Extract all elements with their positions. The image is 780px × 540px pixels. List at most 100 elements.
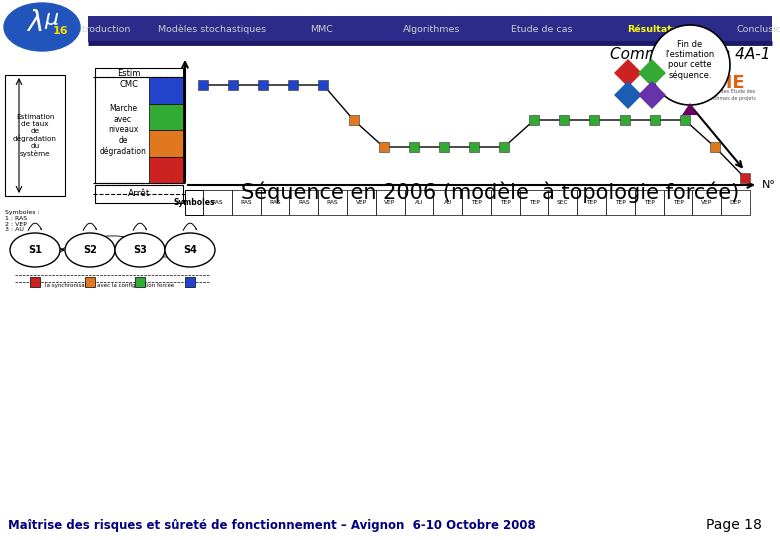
- Text: N°: N°: [762, 180, 776, 190]
- Text: Page 18: Page 18: [706, 518, 762, 532]
- Bar: [405, 190, 434, 215]
- Bar: [149, 104, 183, 130]
- FancyArrowPatch shape: [28, 223, 41, 231]
- Text: Conclusion: Conclusion: [736, 24, 780, 33]
- Bar: [519, 190, 548, 215]
- Bar: [529, 115, 539, 125]
- FancyArrowPatch shape: [83, 223, 97, 231]
- Bar: [462, 190, 491, 215]
- Ellipse shape: [115, 233, 165, 267]
- Text: TEP: TEP: [644, 200, 654, 205]
- Text: Communication 4A-1: Communication 4A-1: [609, 47, 770, 62]
- Text: Fin de
l'estimation
pour cette
séquence.: Fin de l'estimation pour cette séquence.: [665, 39, 714, 80]
- Bar: [722, 190, 750, 215]
- Text: Estimation
de taux
de
dégradation
du
système: Estimation de taux de dégradation du sys…: [13, 114, 57, 157]
- Bar: [590, 115, 600, 125]
- Polygon shape: [682, 103, 698, 115]
- Bar: [5, 75, 65, 196]
- Text: TEP: TEP: [471, 200, 482, 205]
- Bar: [149, 77, 183, 104]
- Bar: [548, 190, 577, 215]
- Text: RAS: RAS: [211, 200, 223, 205]
- Ellipse shape: [10, 233, 60, 267]
- Bar: [149, 130, 183, 157]
- Bar: [95, 68, 183, 90]
- Bar: [491, 190, 519, 215]
- Bar: [577, 190, 606, 215]
- Bar: [95, 185, 183, 203]
- Text: S3: S3: [133, 245, 147, 255]
- Text: Marche
avec
niveaux
de
dégradation: Marche avec niveaux de dégradation: [100, 104, 147, 156]
- FancyArrowPatch shape: [133, 223, 147, 231]
- Text: 16: 16: [52, 26, 68, 36]
- Bar: [693, 190, 722, 215]
- Text: RAS: RAS: [298, 200, 310, 205]
- Polygon shape: [638, 59, 666, 87]
- Text: VEP: VEP: [356, 200, 367, 205]
- Text: Estim
CMC: Estim CMC: [117, 69, 140, 89]
- Bar: [95, 77, 183, 183]
- Bar: [318, 80, 328, 90]
- Text: Institut Poitou-Charentes Etude des
Systèmes et Algorithmes de projets: Institut Poitou-Charentes Etude des Syst…: [668, 89, 756, 100]
- Bar: [347, 190, 376, 215]
- Bar: [228, 80, 238, 90]
- Polygon shape: [638, 81, 666, 109]
- Circle shape: [650, 25, 730, 105]
- Bar: [469, 142, 479, 152]
- Text: TEP: TEP: [672, 200, 683, 205]
- Bar: [289, 190, 318, 215]
- Bar: [664, 190, 693, 215]
- Text: Arrêt: Arrêt: [128, 190, 151, 199]
- Bar: [376, 190, 405, 215]
- FancyArrowPatch shape: [183, 223, 197, 231]
- Bar: [149, 157, 183, 183]
- Text: AU: AU: [415, 200, 423, 205]
- Bar: [680, 115, 690, 125]
- Polygon shape: [614, 81, 642, 109]
- Text: INSTITUT: INSTITUT: [668, 66, 715, 76]
- Text: S4: S4: [183, 245, 197, 255]
- Text: SEC: SEC: [557, 200, 569, 205]
- Bar: [606, 190, 635, 215]
- Text: RAS: RAS: [240, 200, 252, 205]
- Bar: [258, 80, 268, 90]
- Text: Séquence en 2006 (modèle  à topologie forcée): Séquence en 2006 (modèle à topologie for…: [241, 181, 739, 202]
- Bar: [710, 142, 720, 152]
- Bar: [439, 142, 448, 152]
- Text: Etude de cas: Etude de cas: [511, 24, 573, 33]
- Text: $\lambda$: $\lambda$: [26, 9, 42, 37]
- Bar: [378, 142, 388, 152]
- Text: la synchronisation avec la configuration forcée: la synchronisation avec la configuration…: [45, 282, 175, 288]
- Text: S1: S1: [28, 245, 42, 255]
- Bar: [650, 115, 660, 125]
- Bar: [635, 190, 664, 215]
- Text: TEP: TEP: [529, 200, 540, 205]
- Text: MMC: MMC: [310, 24, 333, 33]
- Bar: [198, 80, 208, 90]
- Text: TEP: TEP: [500, 200, 511, 205]
- Bar: [88, 16, 772, 42]
- Text: Introduction: Introduction: [73, 24, 131, 33]
- Text: AU: AU: [444, 200, 452, 205]
- Bar: [185, 190, 203, 215]
- Bar: [289, 80, 298, 90]
- Text: Algorithmes: Algorithmes: [403, 24, 461, 33]
- Text: DEP: DEP: [729, 200, 742, 205]
- Bar: [232, 190, 261, 215]
- Bar: [261, 190, 289, 215]
- Text: $\mu$: $\mu$: [44, 11, 60, 31]
- Text: VEP: VEP: [701, 200, 712, 205]
- Bar: [318, 190, 347, 215]
- Bar: [135, 277, 145, 287]
- Bar: [185, 277, 195, 287]
- Ellipse shape: [4, 3, 80, 51]
- Text: TEP: TEP: [587, 200, 597, 205]
- Bar: [203, 190, 232, 215]
- Text: PRISME: PRISME: [668, 74, 745, 92]
- Text: Résultats: Résultats: [627, 24, 677, 33]
- Polygon shape: [614, 59, 642, 87]
- Text: Symboles: Symboles: [173, 198, 214, 207]
- Bar: [740, 173, 750, 183]
- Bar: [30, 277, 40, 287]
- Bar: [619, 115, 629, 125]
